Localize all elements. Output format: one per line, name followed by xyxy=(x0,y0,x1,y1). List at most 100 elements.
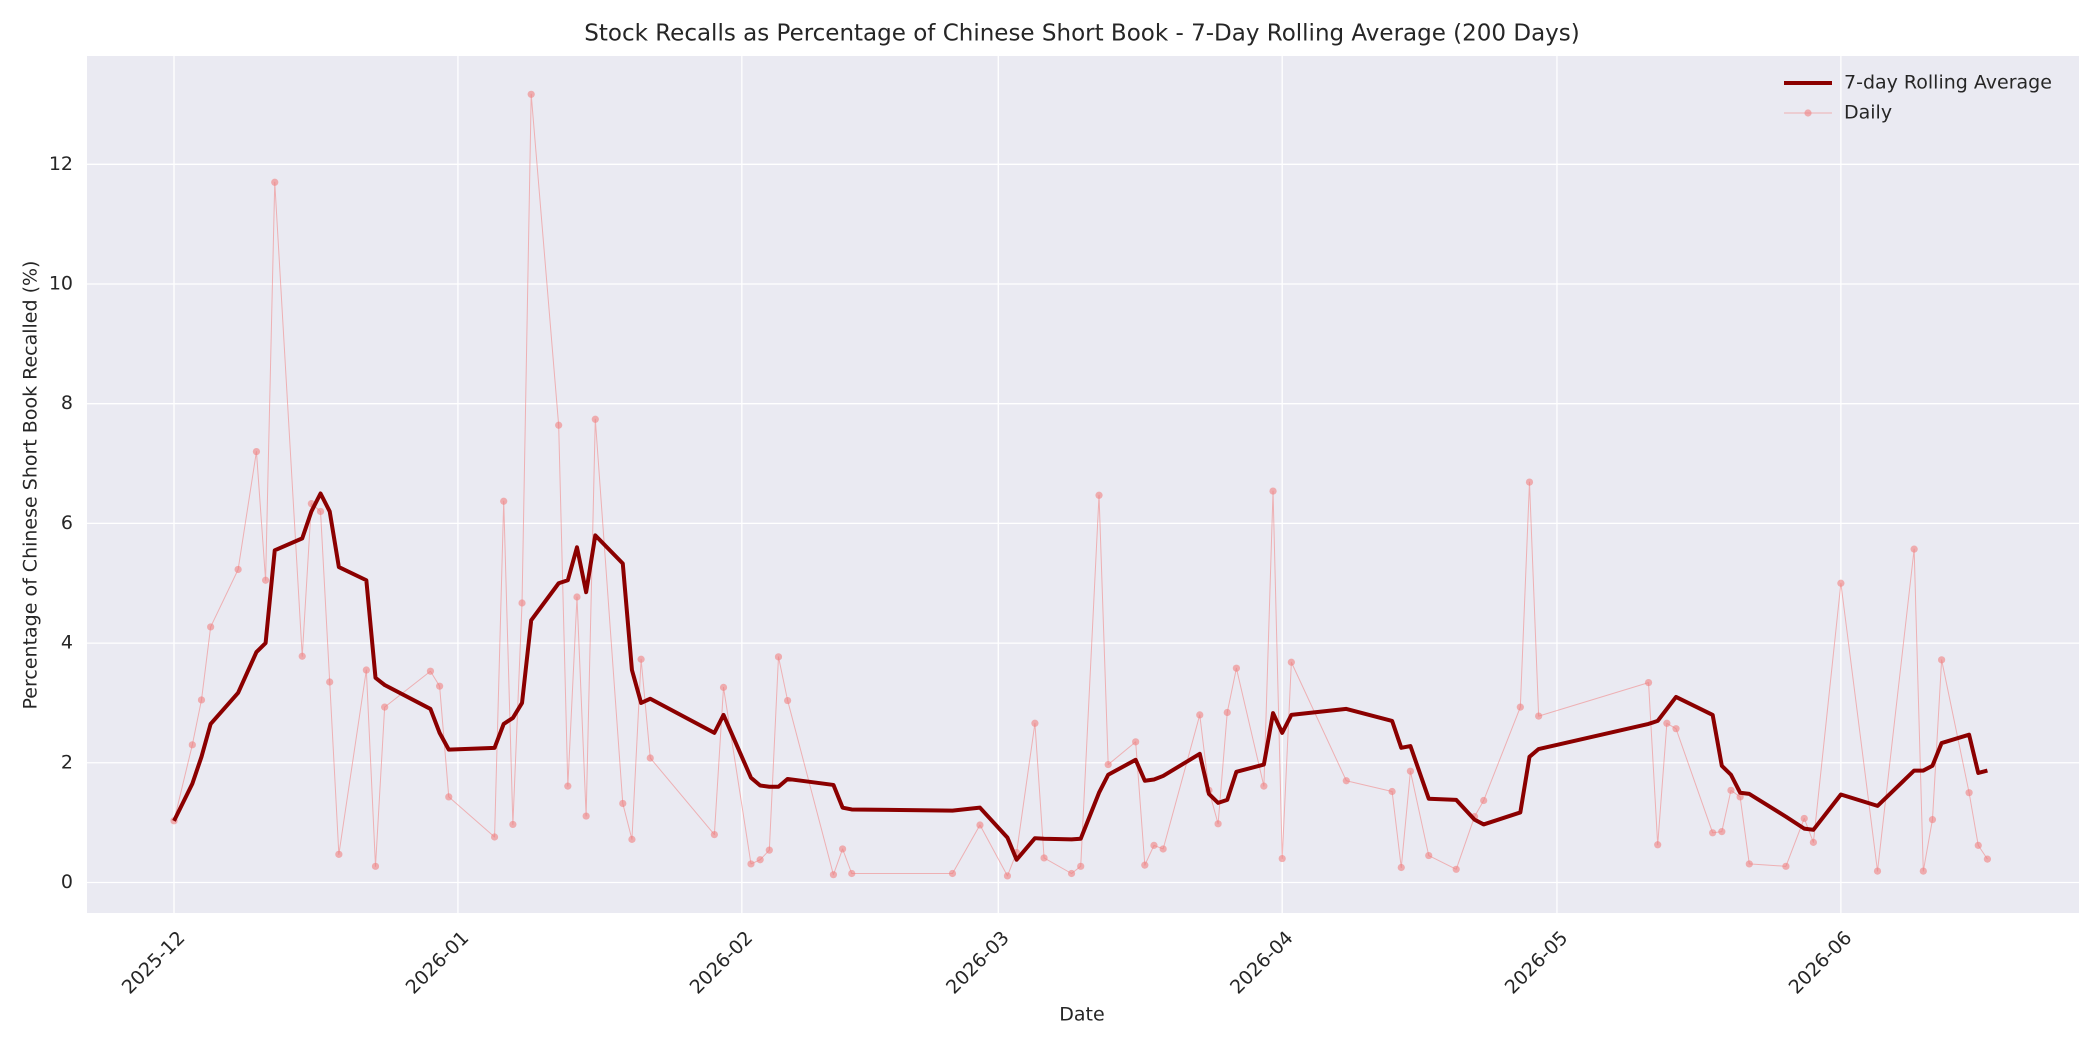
data-point xyxy=(1928,816,1937,824)
data-point xyxy=(628,835,636,843)
data-point xyxy=(1837,579,1845,587)
data-point xyxy=(564,782,572,790)
data-point xyxy=(1873,867,1882,875)
data-point xyxy=(445,793,453,801)
plot-area xyxy=(87,56,2079,913)
data-point xyxy=(1223,708,1231,717)
legend: 7-day Rolling Average Daily xyxy=(1784,72,2052,124)
data-point xyxy=(1040,854,1048,862)
data-point xyxy=(1159,845,1167,853)
data-point xyxy=(316,507,325,516)
data-point xyxy=(1342,777,1350,785)
data-point xyxy=(298,652,306,660)
data-point xyxy=(326,678,334,686)
data-point xyxy=(1480,796,1488,805)
data-point xyxy=(1535,712,1543,720)
data-point xyxy=(271,178,279,186)
data-point xyxy=(197,696,206,704)
data-point xyxy=(848,869,856,878)
data-point xyxy=(426,667,435,675)
data-point xyxy=(1672,725,1680,733)
data-point xyxy=(1782,862,1790,870)
chart-title: Stock Recalls as Percentage of Chinese S… xyxy=(584,21,1580,47)
data-point xyxy=(637,655,645,663)
data-point xyxy=(1910,545,1918,553)
data-point xyxy=(1425,851,1433,860)
data-point xyxy=(1260,782,1268,790)
data-point xyxy=(838,845,847,853)
data-point xyxy=(1067,869,1076,878)
data-point xyxy=(500,497,508,505)
x-tick-label: 2026-06 xyxy=(1785,927,1857,999)
x-tick-label: 2026-04 xyxy=(1226,927,1298,999)
data-point xyxy=(1132,738,1140,746)
data-point xyxy=(527,90,535,98)
data-point xyxy=(252,447,261,456)
data-point xyxy=(1745,860,1753,868)
x-tick-label: 2025-12 xyxy=(118,927,190,999)
data-point xyxy=(1938,656,1946,664)
data-point xyxy=(710,831,718,839)
data-point xyxy=(1397,863,1405,872)
data-point xyxy=(1278,854,1286,863)
y-tick-label: 8 xyxy=(61,392,73,414)
data-point xyxy=(829,871,838,879)
y-tick-label: 12 xyxy=(49,153,73,175)
data-point xyxy=(1654,841,1662,849)
x-tick-label: 2026-03 xyxy=(942,927,1014,999)
data-point xyxy=(234,565,242,574)
data-point xyxy=(646,754,654,762)
data-point xyxy=(1196,711,1204,719)
data-point xyxy=(1525,478,1534,486)
legend-label: Daily xyxy=(1844,102,1892,124)
data-point xyxy=(1809,838,1817,846)
data-point xyxy=(1919,867,1927,875)
data-point xyxy=(362,666,370,674)
data-point xyxy=(436,682,444,690)
data-point xyxy=(591,415,599,423)
data-point xyxy=(619,799,627,808)
data-point xyxy=(1269,487,1277,495)
data-point xyxy=(1709,829,1717,837)
data-point xyxy=(1965,789,1973,797)
data-point xyxy=(1031,719,1039,727)
data-point xyxy=(518,599,526,607)
data-point xyxy=(747,860,755,868)
data-point xyxy=(207,623,215,631)
data-point xyxy=(1800,814,1808,823)
data-point xyxy=(1974,841,1982,849)
x-axis-label: Date xyxy=(1059,1004,1104,1026)
marks xyxy=(170,90,1992,880)
data-point xyxy=(573,593,581,601)
data-point xyxy=(1406,767,1415,775)
data-point xyxy=(1150,841,1158,849)
data-point xyxy=(371,862,380,870)
data-point xyxy=(1232,664,1241,672)
data-point xyxy=(1736,793,1744,801)
x-tick-label: 2026-02 xyxy=(686,927,758,999)
y-tick-label: 0 xyxy=(61,871,73,893)
data-point xyxy=(1104,760,1112,769)
data-point xyxy=(582,812,590,820)
data-point xyxy=(1644,678,1653,687)
data-point xyxy=(381,703,389,711)
legend-label: 7-day Rolling Average xyxy=(1844,72,2052,94)
data-point xyxy=(1727,786,1735,794)
series-line xyxy=(172,491,1988,862)
data-point xyxy=(1003,872,1012,880)
data-point xyxy=(1516,703,1524,711)
data-point xyxy=(1095,491,1103,499)
data-point xyxy=(765,846,773,854)
data-point xyxy=(1663,719,1671,727)
data-point xyxy=(976,821,984,829)
grid xyxy=(87,56,2079,913)
data-point xyxy=(1141,861,1149,869)
y-tick-label: 4 xyxy=(61,632,73,654)
data-point xyxy=(1983,855,1992,863)
data-point xyxy=(188,741,196,749)
y-tick-label: 6 xyxy=(61,512,73,534)
x-tick-label: 2026-01 xyxy=(402,927,474,999)
data-point xyxy=(261,576,270,584)
data-point xyxy=(335,850,343,858)
